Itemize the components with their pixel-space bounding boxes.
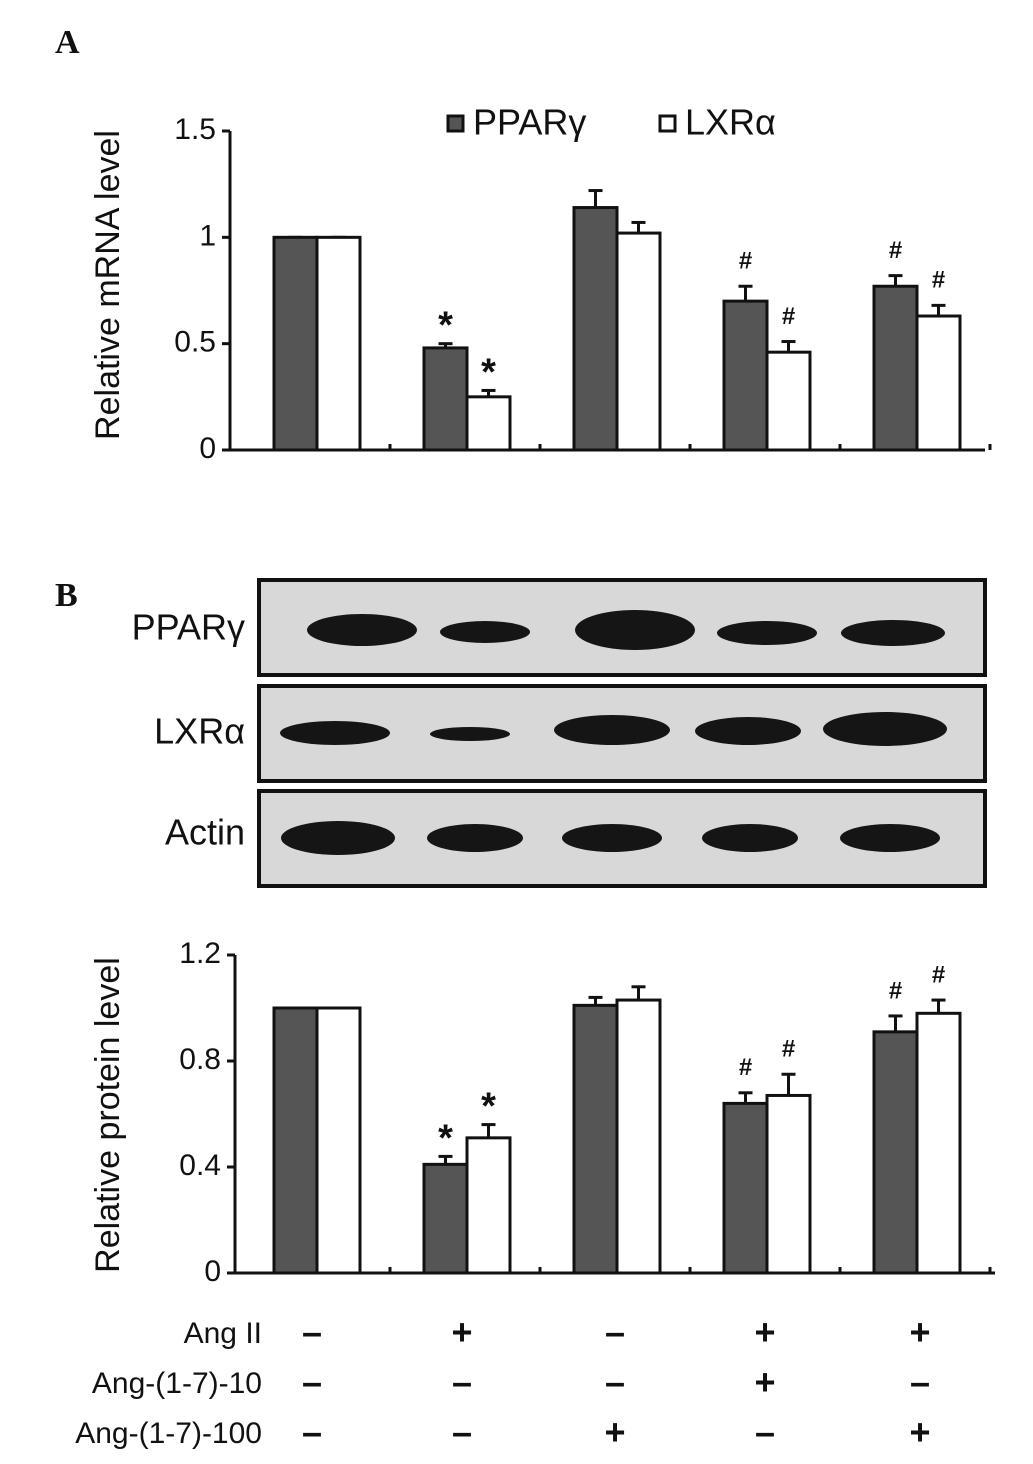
significance-marker: * xyxy=(438,305,453,347)
y-axis-label: Relative protein level xyxy=(89,957,127,1273)
bar xyxy=(615,998,662,1275)
legend-label: LXRα xyxy=(685,102,776,143)
y-tick-label: 0.5 xyxy=(174,326,216,359)
significance-marker: # xyxy=(782,303,795,330)
legend-swatch xyxy=(446,114,465,133)
band xyxy=(440,621,530,643)
bar xyxy=(765,350,812,452)
y-axis-label: Relative mRNA level xyxy=(89,130,127,440)
band xyxy=(717,621,817,645)
band xyxy=(823,712,947,746)
treatment-cell: + xyxy=(909,1312,930,1353)
significance-marker: # xyxy=(932,961,945,988)
treatment-cell: – xyxy=(302,1312,322,1353)
band xyxy=(430,727,510,741)
band xyxy=(575,610,695,650)
band xyxy=(427,824,523,852)
bar xyxy=(872,1030,919,1275)
panel-label: A xyxy=(55,24,80,61)
significance-marker: # xyxy=(932,267,945,294)
band xyxy=(280,721,390,745)
treatment-cell: – xyxy=(452,1412,472,1453)
treatment-cell: + xyxy=(909,1412,930,1453)
blot-label: PPARγ xyxy=(132,607,245,648)
bar xyxy=(572,206,619,452)
treatment-cell: – xyxy=(452,1362,472,1403)
y-tick-label: 1 xyxy=(199,219,216,252)
treatment-cell: – xyxy=(755,1412,775,1453)
treatment-cell: – xyxy=(302,1362,322,1403)
treatment-label: Ang-(1-7)-10 xyxy=(92,1367,262,1400)
bar xyxy=(315,1006,362,1275)
western-blot xyxy=(257,578,987,888)
y-tick-label: 0 xyxy=(204,1255,221,1288)
treatment-cell: + xyxy=(754,1312,775,1353)
panel-label: B xyxy=(55,577,78,614)
bar xyxy=(422,346,469,452)
blot-label: LXRα xyxy=(154,711,245,752)
band xyxy=(840,824,940,852)
bar xyxy=(465,395,512,452)
treatment-cell: – xyxy=(605,1312,625,1353)
treatment-cell: – xyxy=(910,1362,930,1403)
treatment-cell: + xyxy=(451,1312,472,1353)
treatment-cell: – xyxy=(605,1362,625,1403)
band xyxy=(702,824,798,852)
bar xyxy=(915,1011,962,1275)
band xyxy=(841,620,945,646)
bar xyxy=(615,231,662,452)
treatment-label: Ang-(1-7)-100 xyxy=(75,1417,262,1450)
bar xyxy=(422,1162,469,1275)
bar xyxy=(465,1136,512,1275)
significance-marker: * xyxy=(438,1117,453,1159)
y-tick-label: 0 xyxy=(199,432,216,465)
legend-label: PPARγ xyxy=(473,102,586,143)
bar xyxy=(872,284,919,452)
treatment-cell: + xyxy=(604,1412,625,1453)
bar xyxy=(722,299,769,452)
bar xyxy=(765,1093,812,1275)
band xyxy=(281,821,395,855)
bands xyxy=(280,610,947,855)
y-tick-label: 1.5 xyxy=(174,113,216,146)
y-tick-label: 1.2 xyxy=(179,937,221,970)
bar xyxy=(572,1003,619,1275)
band xyxy=(554,715,670,745)
significance-marker: # xyxy=(739,248,752,275)
significance-marker: # xyxy=(889,977,902,1004)
y-tick-label: 0.4 xyxy=(179,1149,221,1182)
band xyxy=(562,824,662,852)
bar xyxy=(272,235,319,452)
treatment-cell: – xyxy=(302,1412,322,1453)
significance-marker: # xyxy=(739,1054,752,1081)
band xyxy=(307,614,417,646)
legend-swatch xyxy=(658,114,677,133)
significance-marker: * xyxy=(481,1086,496,1128)
band xyxy=(695,717,801,745)
bar xyxy=(915,314,962,452)
significance-marker: * xyxy=(481,351,496,393)
significance-marker: # xyxy=(782,1036,795,1063)
blot-label: Actin xyxy=(165,812,245,853)
y-tick-label: 0.8 xyxy=(179,1043,221,1076)
treatment-label: Ang II xyxy=(184,1317,262,1350)
bar xyxy=(315,235,362,452)
bar xyxy=(722,1101,769,1275)
bar xyxy=(272,1006,319,1275)
treatment-cell: + xyxy=(754,1362,775,1403)
significance-marker: # xyxy=(889,237,902,264)
